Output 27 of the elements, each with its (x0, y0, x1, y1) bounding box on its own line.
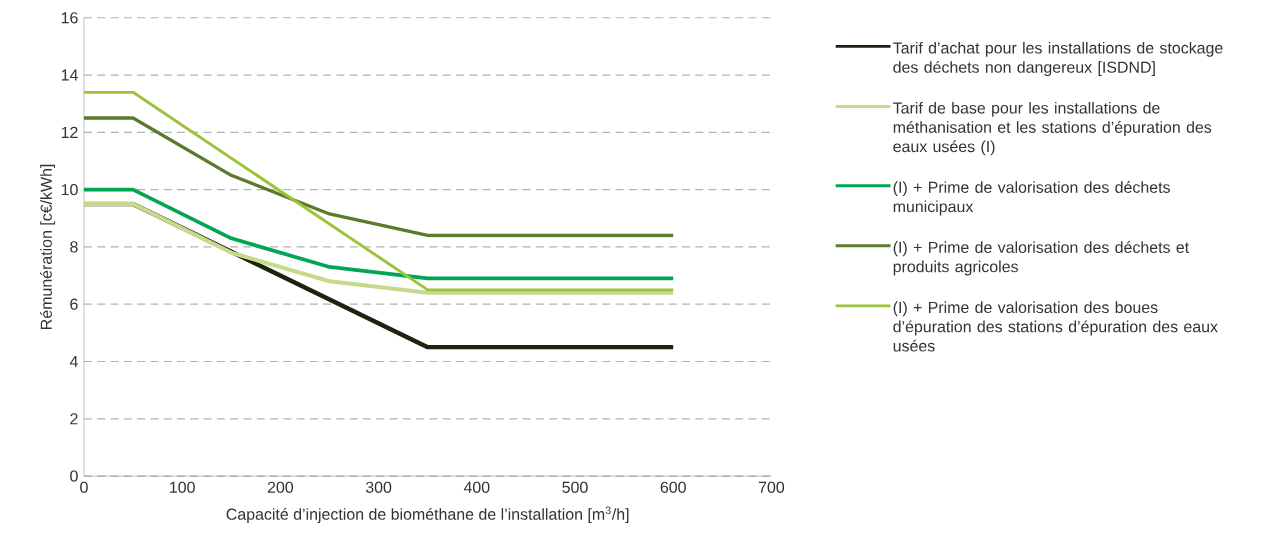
y-tick-label: 2 (70, 413, 78, 425)
legend-label: (I) + Prime de valorisation des déchets municipaux (893, 181, 1170, 216)
x-tick-label: 0 (80, 481, 88, 493)
x-tick-label: 500 (562, 481, 588, 493)
y-tick-label: 10 (61, 183, 78, 196)
y-tick-label: 6 (70, 298, 78, 310)
y-tick-label: 16 (61, 12, 78, 24)
legend-label: (I) + Prime de valorisation des déchets et produits agricoles (893, 241, 1190, 276)
legend-label: Tarif de base pour les installations de méthanisation et les stations d’épuration des eaux usées (I) (893, 101, 1212, 156)
y-tick-label: 0 (70, 470, 78, 482)
line-series (83, 201, 676, 295)
y-axis-title: Rémunération [c€/kWh] (40, 164, 56, 329)
line-series (83, 116, 675, 238)
y-tick-label: 12 (61, 126, 78, 138)
y-tick-label: 4 (69, 355, 78, 367)
x-axis-title: Capacité d’injection de biométhane de l’installation [m$^{3}$/h] (226, 506, 629, 523)
y-tick-label: 14 (61, 69, 78, 81)
y-tick-label: 8 (70, 241, 78, 253)
x-tick-label: 700 (758, 481, 785, 493)
x-tick-label: 600 (660, 481, 686, 493)
x-tick-label: 300 (365, 481, 392, 493)
legend-label: Tarif d’achat pour les installations de stockage des déchets non dangereux [ISDND] (893, 41, 1223, 77)
x-tick-label: 100 (170, 481, 195, 493)
x-tick-label: 400 (463, 481, 490, 493)
legend-label: (I) + Prime de valorisation des boues d’épuration des stations d’épuration des eaux usées (893, 301, 1218, 352)
line-series (83, 187, 676, 281)
x-tick-label: 200 (267, 481, 294, 493)
